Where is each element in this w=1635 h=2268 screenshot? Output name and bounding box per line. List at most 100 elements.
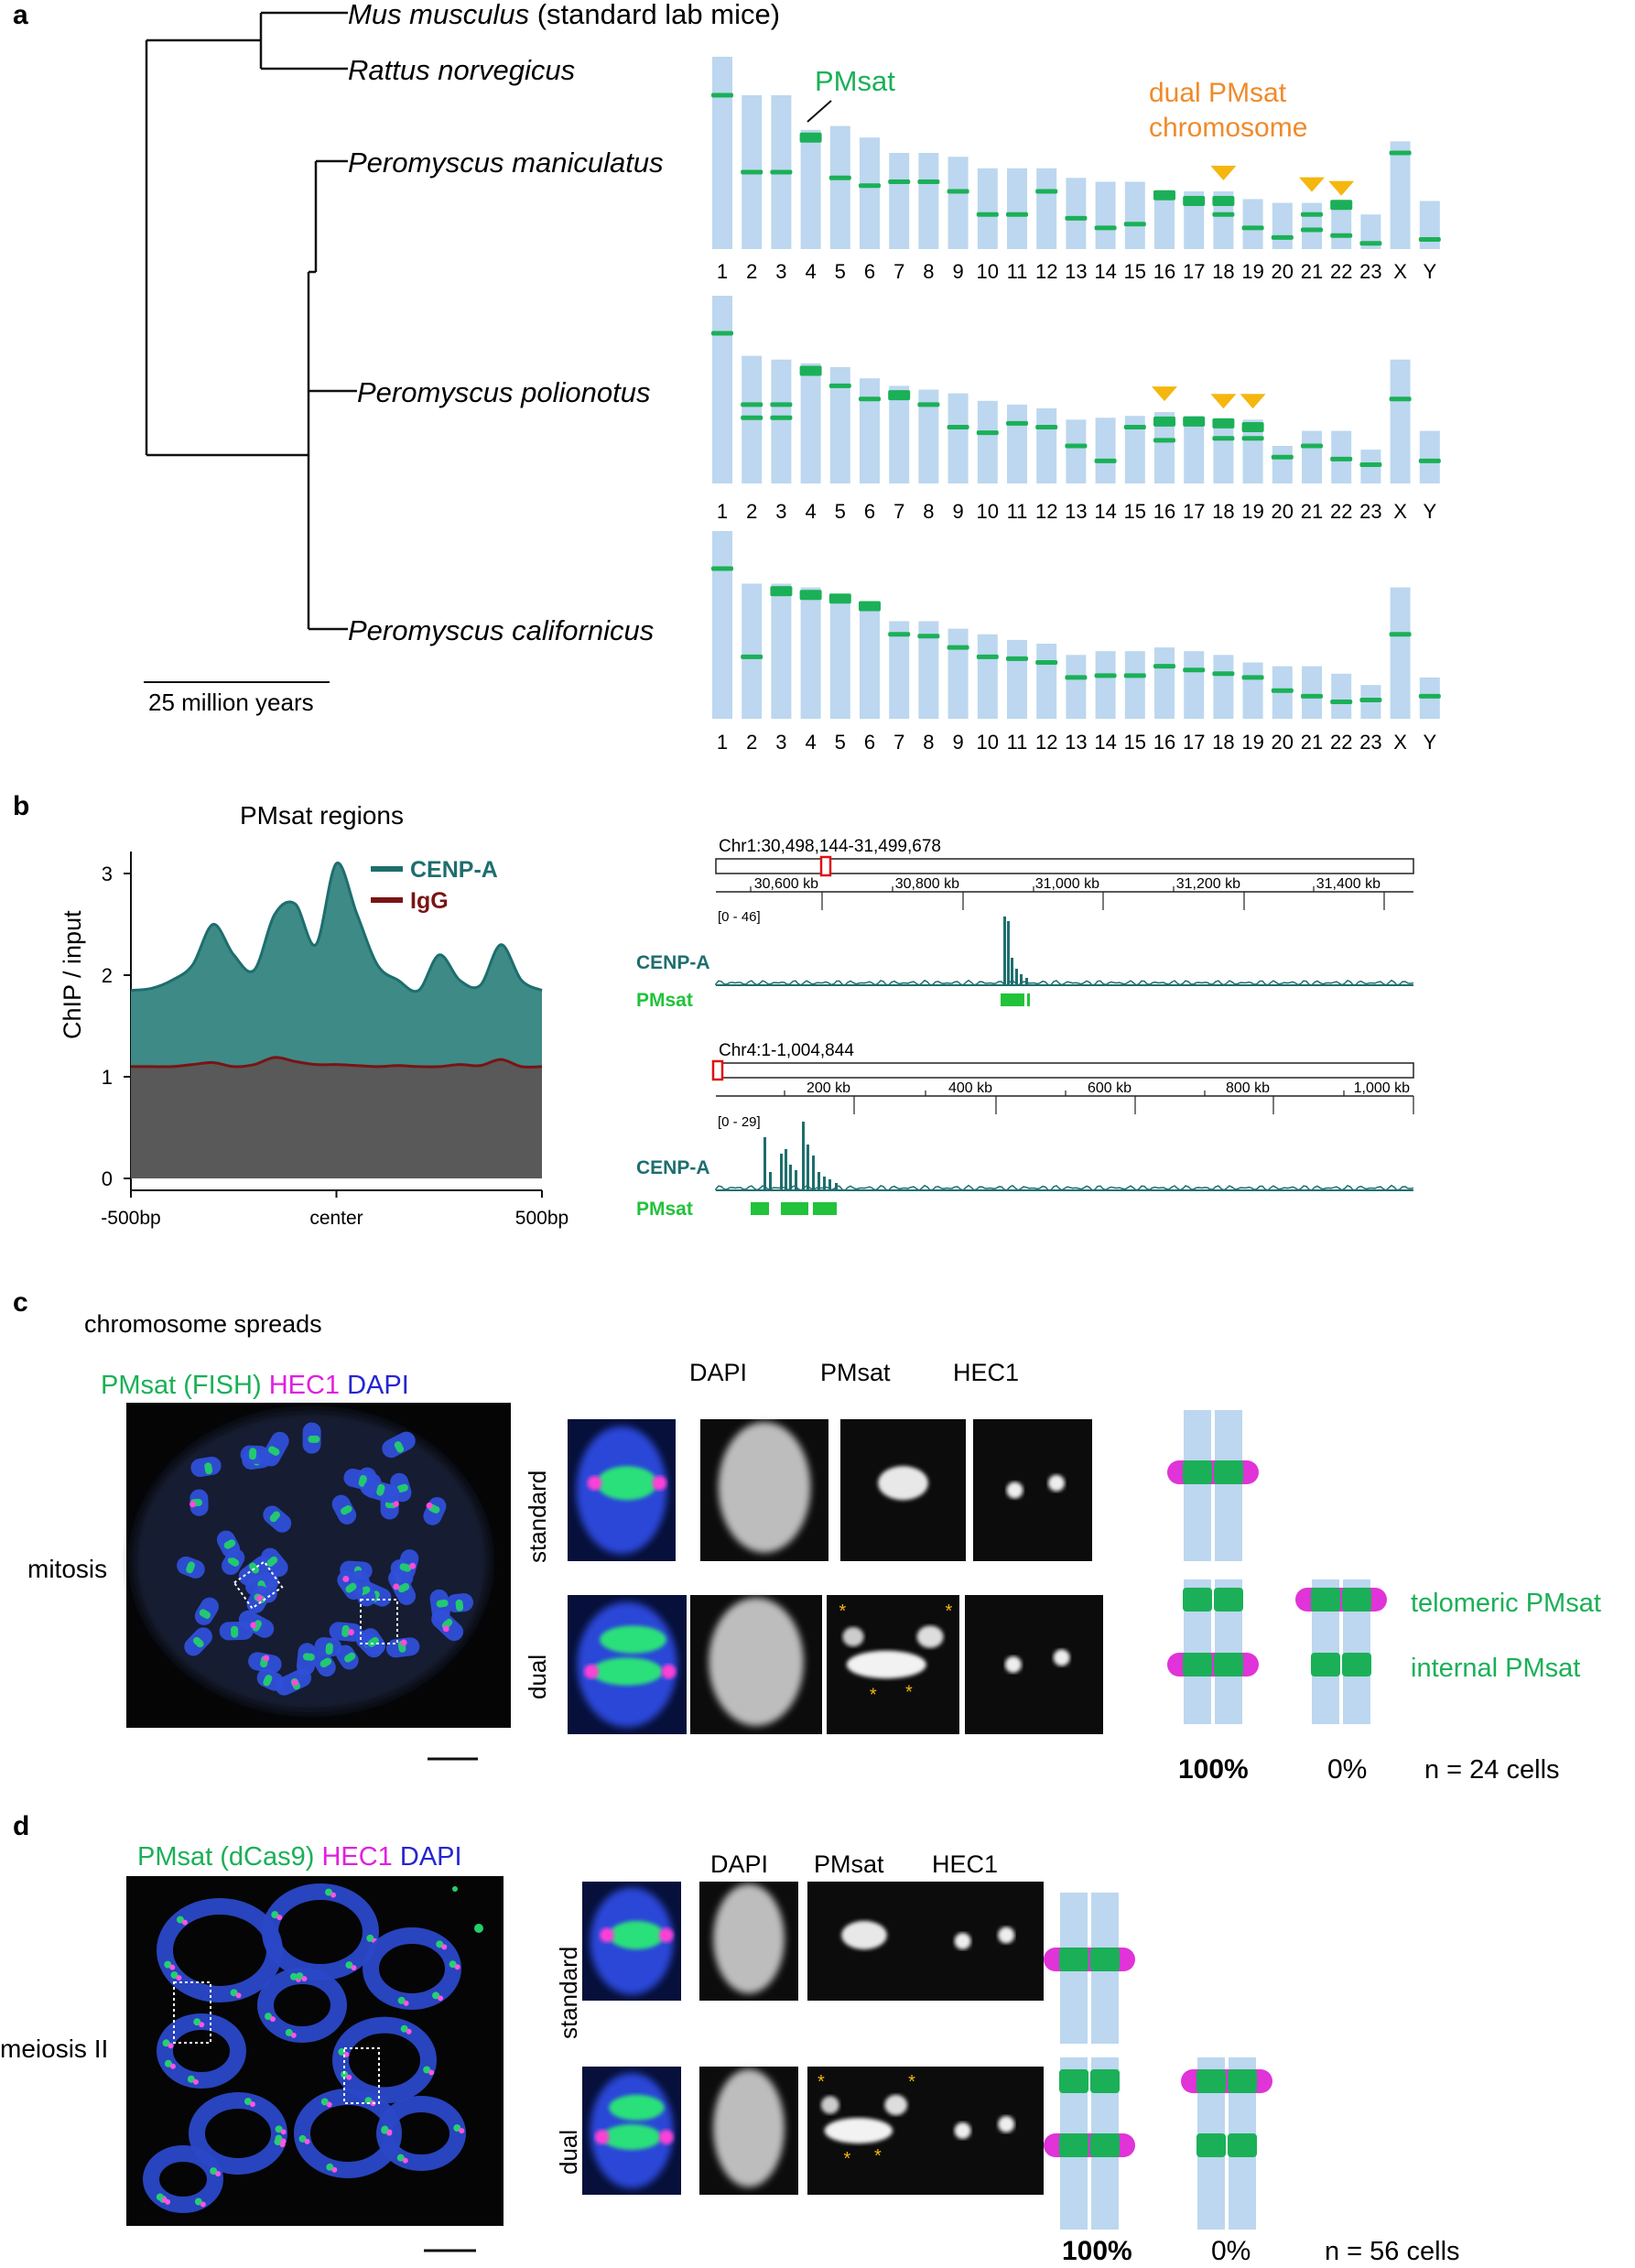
signal-peak — [823, 1177, 826, 1190]
pmsat-block — [751, 1202, 769, 1215]
hec1-signal — [346, 2074, 352, 2080]
chromosome-label: 8 — [923, 731, 934, 754]
pmsat-signal — [820, 2096, 839, 2114]
pmsat-band — [1183, 667, 1206, 673]
chromosome-label: 9 — [952, 731, 963, 754]
pmsat-band — [1212, 671, 1235, 677]
hec1-signal — [249, 2101, 255, 2108]
signal-peak — [835, 1183, 838, 1190]
hec1-signal — [1053, 1649, 1070, 1666]
pmsat-signal — [230, 1989, 238, 1997]
track-region-marker — [711, 1059, 724, 1081]
pmsat-block — [813, 1202, 837, 1215]
hec1-signal — [441, 1944, 448, 1950]
chromosome-label: 10 — [977, 731, 999, 754]
pmsat-signal — [187, 2075, 195, 2083]
pmsat-signal — [210, 2167, 218, 2176]
chromosome — [977, 168, 998, 249]
schematic-chromatid — [1215, 1410, 1242, 1561]
hec1-signal — [661, 1664, 677, 1679]
chromosome — [829, 594, 850, 719]
header-hec1: HEC1 — [932, 1850, 998, 1878]
pmsat-signal — [248, 1448, 257, 1460]
dual-marker — [1240, 394, 1266, 409]
chromosome-label: 14 — [1094, 500, 1116, 523]
pmsat-signal — [194, 2197, 202, 2206]
y-tick-label: 1 — [102, 1066, 113, 1089]
hec1-tile — [919, 1882, 1044, 2001]
pmsat-signal — [193, 2018, 201, 2026]
pmsat-band — [888, 179, 911, 184]
pmsat-signal — [164, 1960, 172, 1969]
ruler-label: 31,400 kb — [1316, 876, 1381, 892]
chromosome-label: 6 — [864, 731, 875, 754]
track-label: CENP-A — [636, 952, 710, 973]
hec1-signal — [442, 1625, 449, 1633]
asterisk-marker: * — [839, 1601, 847, 1622]
panel-d-row-label: meiosis II — [0, 2035, 108, 2063]
pmsat-band — [1035, 660, 1058, 665]
pmsat-block — [1214, 1460, 1243, 1484]
pmsat-signal — [341, 2070, 349, 2078]
chromosome-label: 15 — [1124, 260, 1146, 283]
signal-peak — [795, 1170, 797, 1190]
species-rattus: Rattus norvegicus — [348, 54, 575, 86]
hec1-cap — [1044, 1948, 1135, 1971]
pmsat-band — [1212, 436, 1235, 441]
hec1-signal — [998, 2116, 1015, 2132]
pmsat-signal — [396, 1483, 408, 1493]
chromosome-label: 3 — [775, 731, 786, 754]
x-tick-label: -500bp — [101, 1208, 160, 1229]
schematic-chromatid — [1184, 1410, 1211, 1561]
chromosome-label: 1 — [717, 260, 728, 283]
pmsat-band — [770, 586, 793, 597]
dapi-signal — [709, 1598, 804, 1726]
hec1-signal — [954, 1933, 971, 1949]
pmsat-signal — [285, 2028, 293, 2036]
chromosome — [1124, 181, 1145, 249]
pmsat-signal — [341, 1505, 352, 1515]
track-locus: Chr4:1-1,004,844 — [719, 1041, 854, 1060]
pmsat-band — [1183, 416, 1206, 427]
ruler-label: 1,000 kb — [1354, 1080, 1410, 1096]
chromosome — [1095, 651, 1116, 719]
chromosome-label: X — [1393, 260, 1407, 283]
pmsat-signal — [192, 1636, 204, 1648]
hec1-signal — [181, 1919, 188, 1926]
chromosome-label: 2 — [746, 500, 757, 523]
hec1-signal — [386, 2130, 393, 2136]
pmsat-band — [1065, 675, 1088, 680]
meiosis-cell-image — [126, 1876, 503, 2252]
chromosome-label: Y — [1423, 500, 1436, 523]
pmsat-band — [1301, 227, 1323, 233]
panel-d-row-standard: standard — [555, 1947, 582, 2039]
pmsat-signal — [275, 2125, 283, 2133]
chromosome-label: 9 — [952, 260, 963, 283]
pmsat-band — [1006, 420, 1028, 426]
pmsat-signal — [162, 2039, 170, 2047]
chromosome-label: 20 — [1272, 731, 1294, 754]
hec1-signal — [235, 1992, 242, 1999]
pmsat-signal — [396, 2154, 405, 2162]
panel-c-subtitle: chromosome spreads — [84, 1310, 322, 1338]
header-dapi: DAPI — [689, 1359, 747, 1386]
ruler-label: 30,600 kb — [754, 876, 818, 892]
dual-annotation: dual PMsat chromosome — [1149, 78, 1307, 143]
hec1-signal — [256, 1594, 264, 1601]
hec1-signal — [392, 1501, 399, 1508]
pmsat-band — [1153, 416, 1175, 427]
annot-label: PMsat — [636, 990, 693, 1011]
chromosome-label: 19 — [1241, 500, 1263, 523]
pmsat-signal — [846, 1650, 926, 1679]
pmsat-block — [1214, 1588, 1243, 1611]
pmsat-band — [1065, 443, 1088, 449]
pmsat-block — [1311, 1653, 1340, 1677]
pmsat-signal — [436, 1940, 444, 1948]
chromosome — [771, 583, 792, 719]
signal-peak — [763, 1137, 766, 1190]
pmsat-band — [976, 212, 999, 217]
chromosome — [918, 153, 939, 249]
pmsat-signal — [345, 1961, 353, 1970]
panel-c-row-label: mitosis — [27, 1555, 107, 1583]
pmsat-signal — [325, 1643, 334, 1655]
